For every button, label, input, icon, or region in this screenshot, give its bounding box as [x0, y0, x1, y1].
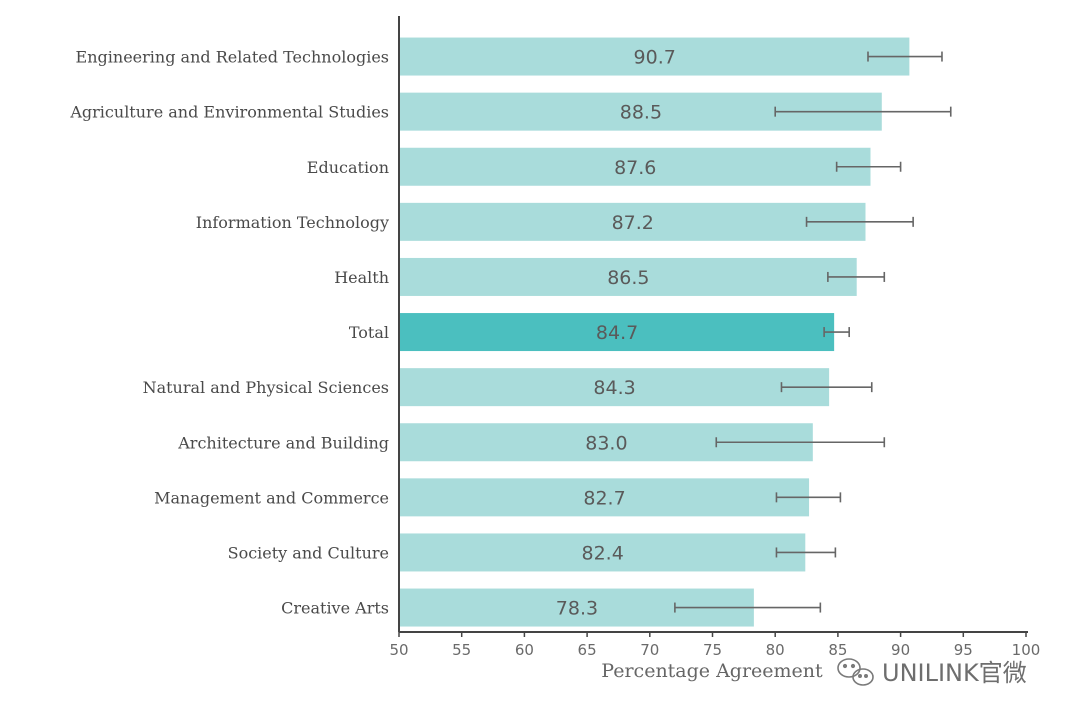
bar-2: [400, 147, 871, 186]
x-tick-label-7: 85: [828, 641, 847, 659]
x-tick-label-9: 95: [954, 641, 973, 659]
value-label-5: 84.7: [596, 322, 638, 344]
x-tick-label-6: 80: [766, 641, 785, 659]
category-label-7: Architecture and Building: [177, 433, 389, 452]
error-bar-8: [775, 492, 842, 503]
category-label-4: Health: [334, 268, 389, 287]
error-bar-3: [805, 216, 914, 227]
error-bars-group: [674, 51, 952, 613]
value-label-0: 90.7: [634, 47, 676, 69]
category-label-8: Management and Commerce: [154, 488, 389, 507]
error-bar-6: [780, 382, 873, 393]
x-ticks-group: 50 55 60 65 70 75 80 85 90 95 100: [389, 632, 1040, 659]
bar-4: [400, 257, 857, 296]
category-label-9: Society and Culture: [228, 543, 389, 562]
bar-8: [400, 478, 810, 517]
value-label-6: 84.3: [593, 377, 635, 399]
x-tick-label-4: 70: [640, 641, 659, 659]
bar-0: [400, 37, 910, 76]
x-tick-label-5: 75: [703, 641, 722, 659]
error-bar-4: [827, 271, 886, 282]
value-label-3: 87.2: [612, 212, 654, 234]
category-label-0: Engineering and Related Technologies: [76, 48, 389, 67]
bar-6: [400, 368, 830, 407]
watermark: UNILINK官微: [837, 658, 1027, 687]
category-labels-group: Engineering and Related Technologies Agri…: [69, 48, 389, 618]
x-tick-label-2: 60: [515, 641, 534, 659]
error-bar-10: [674, 602, 822, 613]
value-label-4: 86.5: [607, 267, 649, 289]
error-bar-0: [867, 51, 943, 62]
x-axis-title: Percentage Agreement: [601, 660, 823, 682]
wechat-icon: [837, 658, 874, 686]
error-bar-9: [775, 547, 837, 558]
error-bar-5: [823, 327, 850, 338]
value-label-9: 82.4: [581, 542, 623, 564]
bars-group: [400, 37, 910, 627]
bar-3: [400, 202, 866, 241]
value-label-1: 88.5: [620, 102, 662, 124]
category-label-5: Total: [349, 323, 389, 342]
value-label-2: 87.6: [614, 157, 656, 179]
category-label-2: Education: [307, 158, 389, 177]
value-label-8: 82.7: [583, 487, 625, 509]
x-tick-label-8: 90: [891, 641, 910, 659]
category-label-3: Information Technology: [196, 213, 389, 232]
x-tick-label-1: 55: [452, 641, 471, 659]
category-label-10: Creative Arts: [281, 599, 389, 618]
watermark-text: UNILINK官微: [882, 659, 1027, 687]
category-label-1: Agriculture and Environmental Studies: [69, 103, 389, 122]
value-labels-group: 90.7 88.5 87.6 87.2 86.5 84.7 84.3 83.0 82.7 82.4…: [556, 47, 676, 620]
category-label-6: Natural and Physical Sciences: [143, 378, 389, 397]
error-bar-1: [774, 106, 952, 117]
error-bar-7: [715, 437, 886, 448]
value-label-10: 78.3: [556, 598, 598, 620]
x-tick-label-3: 65: [578, 641, 597, 659]
x-tick-label-0: 50: [389, 641, 408, 659]
x-tick-label-10: 100: [1012, 641, 1041, 659]
bar-5: [400, 313, 835, 352]
error-bar-2: [835, 161, 902, 172]
value-label-7: 83.0: [585, 432, 627, 454]
bar-9: [400, 533, 806, 572]
